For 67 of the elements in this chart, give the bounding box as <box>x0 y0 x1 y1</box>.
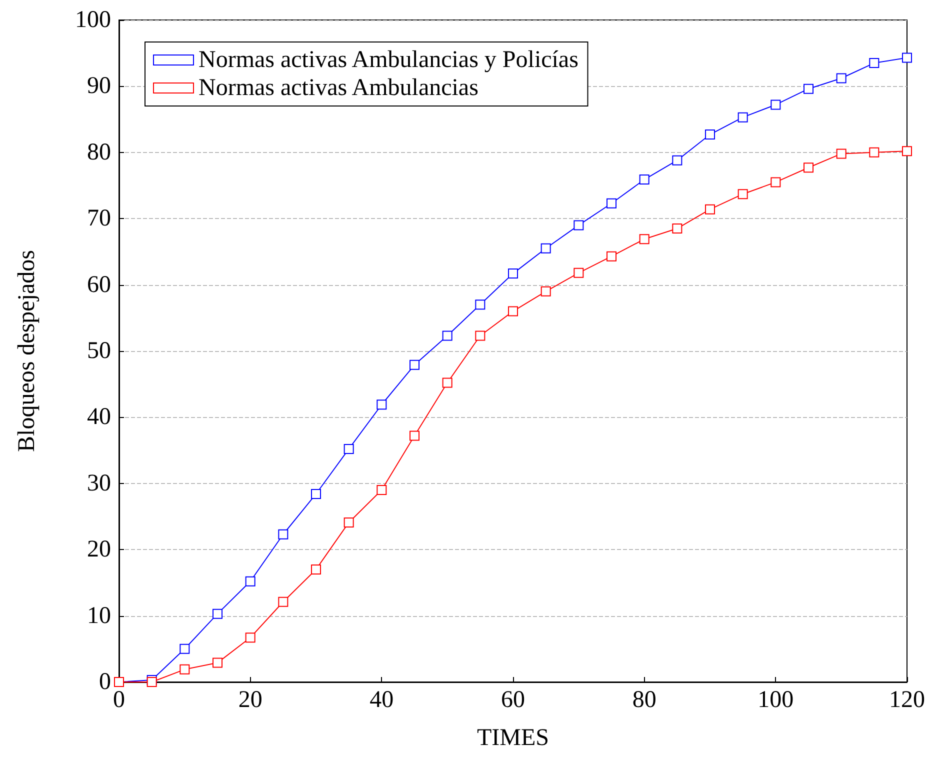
x-tick-label: 100 <box>758 687 794 713</box>
point <box>410 430 420 441</box>
point <box>902 146 912 156</box>
point <box>639 174 650 185</box>
point <box>606 198 616 208</box>
point <box>738 189 748 200</box>
point <box>770 177 781 188</box>
x-tick-label: 20 <box>238 687 262 713</box>
y-tick-label: 40 <box>87 404 111 430</box>
point <box>212 608 222 619</box>
point <box>869 58 880 68</box>
point <box>738 112 748 122</box>
point <box>574 268 584 278</box>
point <box>376 400 387 410</box>
point <box>672 155 682 166</box>
y-tick-label: 30 <box>87 470 111 496</box>
point <box>836 73 846 84</box>
point <box>344 517 354 528</box>
point <box>311 564 321 574</box>
x-tick-label: 80 <box>632 687 656 713</box>
point <box>344 444 354 454</box>
y-tick-label: 70 <box>87 206 111 232</box>
point <box>410 360 420 370</box>
y-tick-label: 60 <box>87 272 111 298</box>
y-tick-label: 0 <box>99 669 111 695</box>
point <box>540 286 551 296</box>
point <box>278 529 288 540</box>
point <box>508 306 518 316</box>
y-tick-label: 100 <box>75 7 111 33</box>
point <box>212 658 222 668</box>
point <box>902 52 912 63</box>
point <box>639 234 650 244</box>
point <box>475 330 486 341</box>
point <box>508 268 518 279</box>
x-tick-label: 40 <box>370 687 394 713</box>
point <box>574 220 584 230</box>
point <box>836 148 846 159</box>
y-tick-label: 10 <box>87 602 111 629</box>
x-tick-label: 60 <box>501 687 525 713</box>
point <box>705 204 715 214</box>
point <box>804 84 814 94</box>
point <box>442 330 452 341</box>
legend-label: Normas activas Ambulancias <box>198 75 478 101</box>
point <box>770 100 781 110</box>
point <box>540 243 551 254</box>
y-tick-label: 50 <box>87 338 111 364</box>
y-tick-label: 80 <box>87 139 111 166</box>
point <box>606 251 616 262</box>
x-axis-title: TIMES <box>477 725 549 751</box>
point <box>869 147 880 158</box>
point <box>376 485 387 496</box>
point <box>672 224 682 234</box>
point <box>180 664 190 674</box>
point <box>245 632 256 643</box>
point <box>705 130 715 140</box>
point <box>311 488 321 499</box>
point <box>278 596 288 607</box>
point <box>804 162 814 173</box>
y-tick-label: 90 <box>87 73 111 100</box>
y-axis-title: Bloqueos despejados <box>14 250 40 452</box>
point <box>180 644 190 654</box>
legend-label: Normas activas Ambulancias y Policías <box>198 47 578 73</box>
y-tick-label: 20 <box>87 536 111 563</box>
x-tick-label: 120 <box>889 687 925 713</box>
point <box>475 300 486 310</box>
point <box>245 576 256 586</box>
point <box>442 378 452 388</box>
